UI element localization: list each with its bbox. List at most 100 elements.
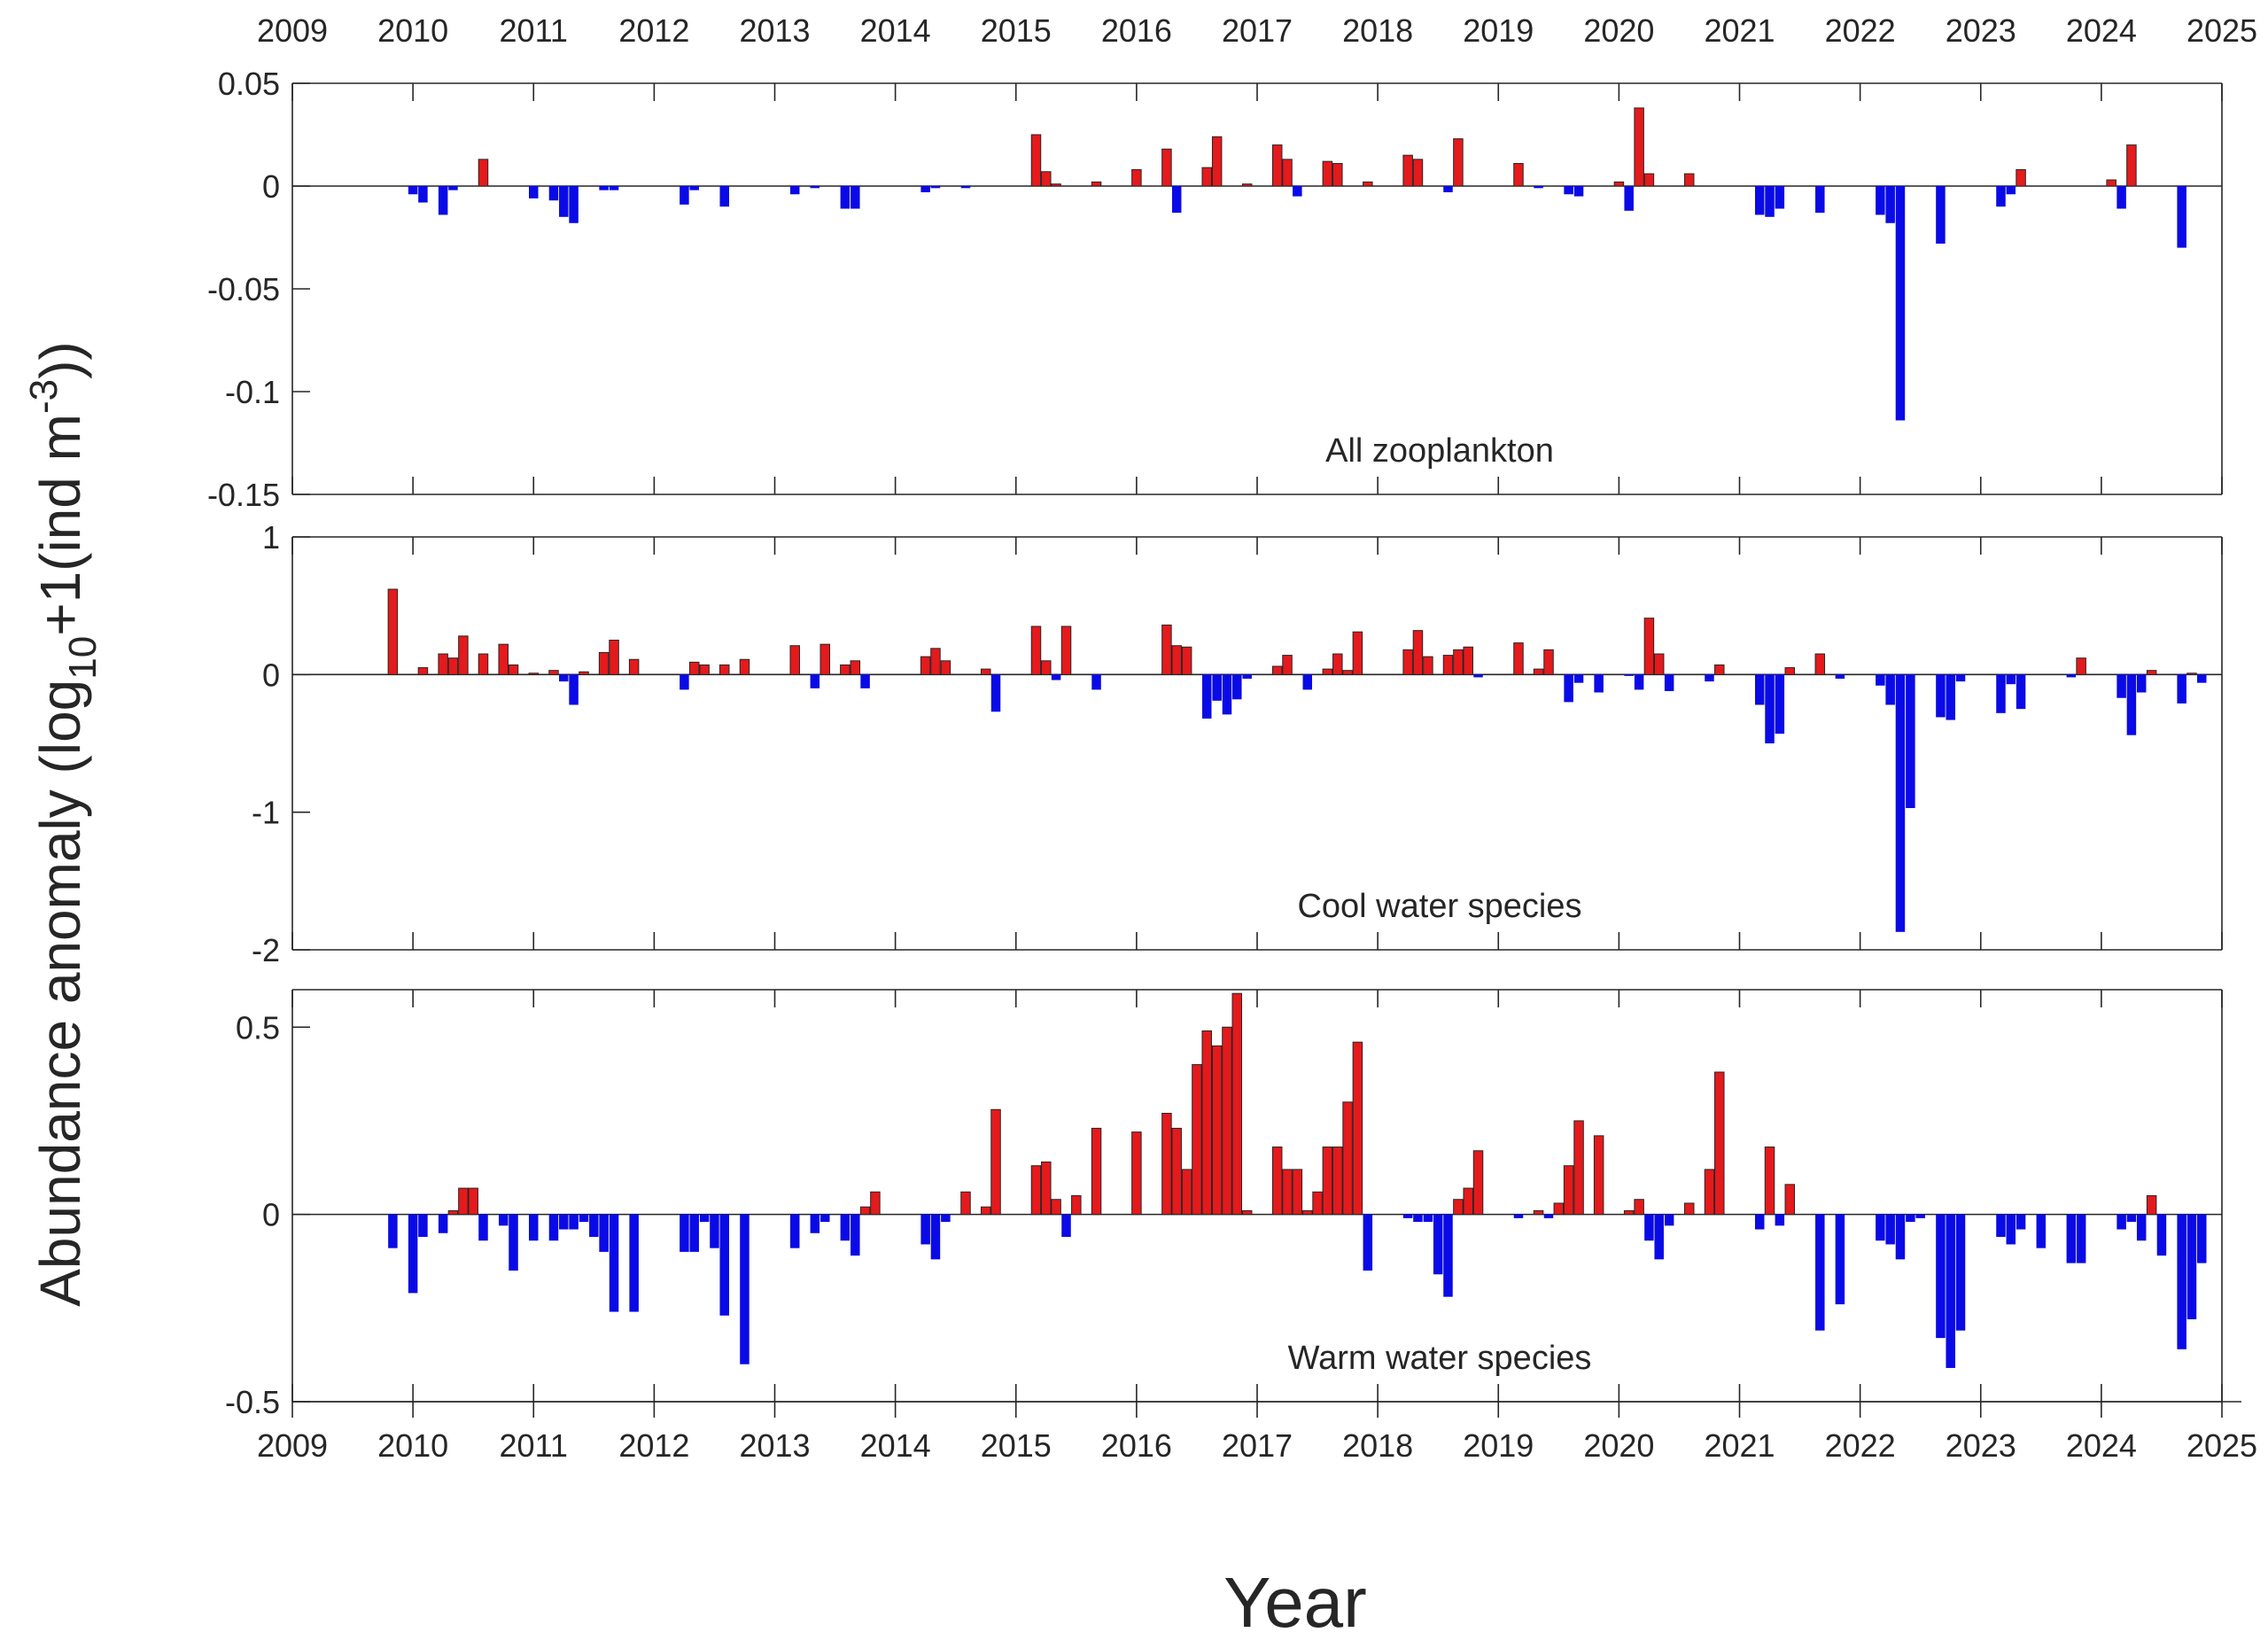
bar xyxy=(2197,1214,2207,1263)
bar xyxy=(789,645,800,675)
bar xyxy=(609,1214,619,1312)
panel-annotation: All zooplankton xyxy=(1325,432,1554,470)
bar xyxy=(1876,186,1885,215)
bar xyxy=(1312,1191,1323,1216)
bar xyxy=(920,186,930,192)
bar xyxy=(1895,674,1906,932)
bar xyxy=(1936,1214,1946,1339)
bar xyxy=(980,1206,991,1216)
bar xyxy=(2016,168,2026,187)
y-tick-label: 1 xyxy=(262,519,280,556)
y-axis-label: Abundance anomaly (log10+1(ind m-3)) xyxy=(22,341,105,1307)
bar xyxy=(1553,1202,1565,1216)
bar xyxy=(408,1214,418,1294)
bar xyxy=(1241,1209,1253,1216)
bar xyxy=(1332,1147,1343,1216)
bar xyxy=(1030,134,1042,187)
bar xyxy=(740,1214,750,1364)
bar xyxy=(418,186,428,203)
y-tick-label: -2 xyxy=(252,932,280,968)
bar xyxy=(1463,1187,1473,1216)
y-tick-label: 0 xyxy=(262,1197,280,1233)
bar xyxy=(859,1206,871,1216)
bar xyxy=(1543,1214,1554,1218)
bar xyxy=(1241,183,1253,187)
bar xyxy=(2126,674,2137,735)
x-tick-label-bottom: 2020 xyxy=(1583,1427,1654,1464)
bar xyxy=(1332,162,1343,187)
x-tick-label-top: 2010 xyxy=(377,12,448,49)
bar xyxy=(1955,1214,1966,1331)
bar xyxy=(1131,168,1142,187)
bar xyxy=(1060,626,1072,675)
bar xyxy=(1936,674,1946,718)
bar xyxy=(1764,1147,1775,1216)
bar xyxy=(2177,1214,2186,1349)
bar xyxy=(1271,144,1283,187)
panel-1: 0.05 0 -0.05 -0.1 -0.15 All zooplankton xyxy=(207,66,2223,513)
bar xyxy=(388,1214,398,1248)
bar xyxy=(1342,1101,1353,1216)
bar xyxy=(1161,148,1172,187)
bar xyxy=(2006,1214,2016,1245)
bar xyxy=(498,643,509,675)
x-tick-label-top: 2020 xyxy=(1583,12,1654,49)
x-tick-label-bottom: 2021 xyxy=(1704,1427,1775,1464)
bar xyxy=(1946,1214,1955,1368)
bar xyxy=(1201,167,1212,187)
bar xyxy=(840,1214,850,1241)
bar xyxy=(569,674,579,705)
bar xyxy=(789,1214,800,1248)
bar xyxy=(1594,674,1604,693)
bar xyxy=(1573,186,1584,197)
bar xyxy=(1683,1202,1695,1216)
y-tick-label: -1 xyxy=(252,795,280,831)
bar xyxy=(689,186,699,190)
bar xyxy=(2186,1214,2197,1319)
bar xyxy=(680,1214,689,1252)
x-tick-label-top: 2011 xyxy=(500,12,568,49)
bar xyxy=(1463,646,1473,675)
bar xyxy=(1322,668,1333,675)
bar xyxy=(1030,1165,1042,1216)
x-tick-label-top: 2021 xyxy=(1704,12,1775,49)
bar xyxy=(1332,653,1343,675)
bar xyxy=(1876,674,1885,686)
bar xyxy=(447,1209,459,1216)
bar xyxy=(1051,674,1061,680)
bar xyxy=(1835,1214,1845,1305)
x-tick-label-bottom: 2013 xyxy=(739,1427,810,1464)
bar xyxy=(1775,186,1785,209)
bar xyxy=(609,186,619,190)
x-tick-label-top: 2015 xyxy=(981,12,1052,49)
bar xyxy=(1453,1199,1464,1216)
bar xyxy=(870,1191,881,1216)
x-tick-label-top: 2023 xyxy=(1946,12,2016,49)
bar xyxy=(710,1214,719,1248)
bar xyxy=(478,653,489,675)
x-tick-label-top: 2024 xyxy=(2066,12,2137,49)
bar xyxy=(810,1214,820,1233)
bar xyxy=(1201,1030,1212,1216)
bar xyxy=(1222,674,1232,715)
bar xyxy=(1705,674,1714,682)
bar xyxy=(1534,186,1543,189)
bar xyxy=(1624,674,1634,676)
bar xyxy=(548,1214,559,1241)
bar xyxy=(1714,664,1725,675)
bar xyxy=(1412,630,1424,675)
bar xyxy=(1402,649,1413,675)
bar xyxy=(680,674,689,690)
bar xyxy=(1171,186,1182,214)
y-tick-label: 0 xyxy=(262,168,280,205)
bar xyxy=(850,660,861,675)
bar xyxy=(699,664,710,675)
bar xyxy=(2156,1214,2167,1256)
bar xyxy=(1623,1209,1635,1216)
bar xyxy=(689,1214,699,1252)
bar xyxy=(920,656,931,675)
bar xyxy=(1232,674,1242,700)
bar xyxy=(579,671,589,675)
bar xyxy=(1906,674,1915,809)
bar xyxy=(1624,186,1634,211)
